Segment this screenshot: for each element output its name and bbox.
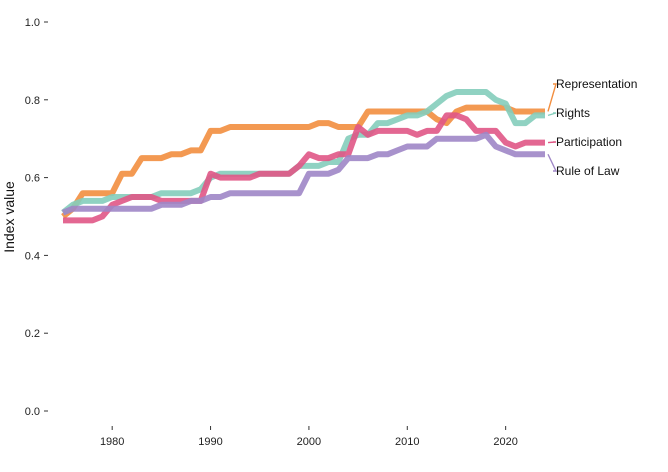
series-label: Rule of Law bbox=[556, 164, 620, 178]
y-axis: 0.0 0.2 0.4 0.6 0.8 1.0 bbox=[25, 17, 48, 418]
x-tick-label: 1980 bbox=[100, 436, 124, 448]
y-tick-label: 0.2 bbox=[25, 328, 40, 340]
y-axis-title: Index value bbox=[1, 181, 17, 253]
y-tick-label: 1.0 bbox=[25, 17, 40, 29]
series-direct-labels: Representation Rights Participation Rule of… bbox=[547, 77, 637, 178]
series-line-rule-of-law bbox=[61, 131, 545, 216]
series-line-representation bbox=[61, 104, 545, 219]
x-axis: 1980 1990 2000 2010 2020 bbox=[100, 426, 518, 448]
y-tick-label: 0.4 bbox=[25, 250, 40, 262]
series-lines bbox=[61, 89, 545, 224]
y-tick-label: 0.8 bbox=[25, 95, 40, 107]
label-leader-line bbox=[547, 112, 557, 117]
x-tick-label: 1990 bbox=[198, 436, 222, 448]
label-leader-line bbox=[547, 141, 557, 144]
label-leader-line bbox=[547, 153, 558, 172]
y-tick-label: 0.0 bbox=[25, 406, 40, 418]
label-leader-line bbox=[547, 83, 557, 112]
y-tick-label: 0.6 bbox=[25, 173, 40, 185]
series-label: Rights bbox=[556, 106, 590, 120]
x-tick-label: 2000 bbox=[297, 436, 321, 448]
x-tick-label: 2020 bbox=[493, 436, 517, 448]
series-line-participation bbox=[63, 112, 545, 224]
series-label: Representation bbox=[556, 77, 637, 91]
series-label: Participation bbox=[556, 135, 622, 149]
x-tick-label: 2010 bbox=[395, 436, 419, 448]
